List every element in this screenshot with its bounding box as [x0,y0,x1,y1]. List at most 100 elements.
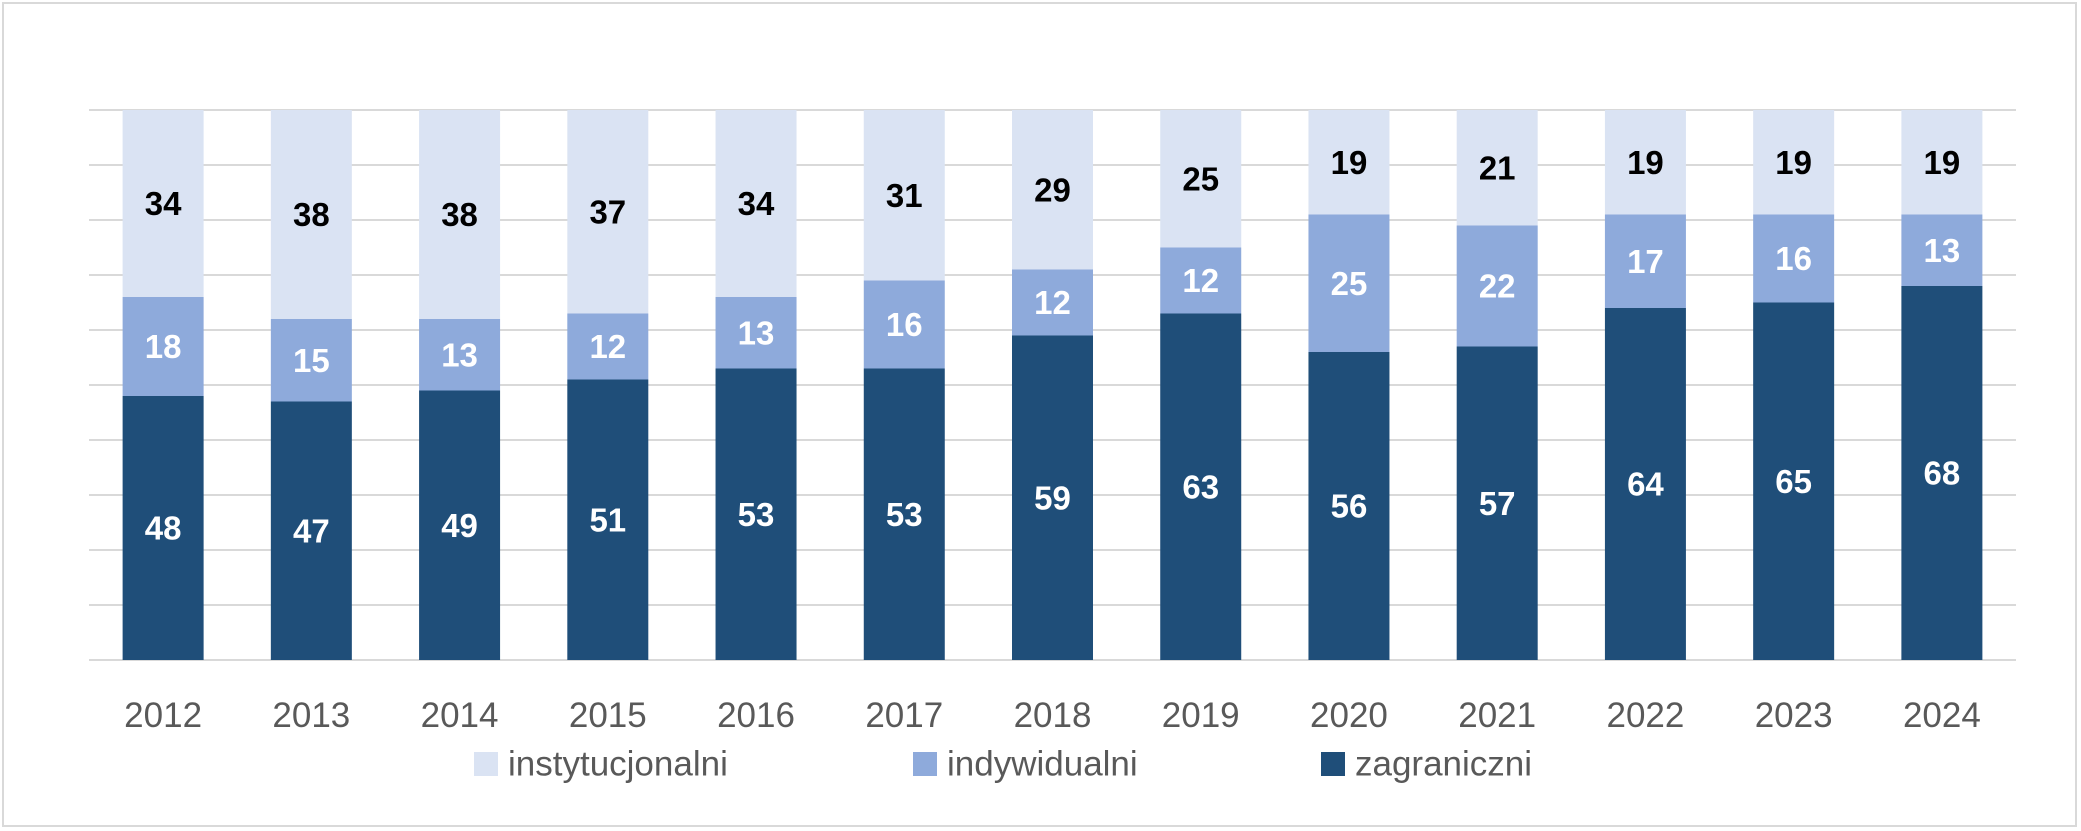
bar-indywidualni-2023 [1753,214,1835,303]
bar-indywidualni-2014 [419,319,501,391]
data-label-instytucjonalni-2022: 19 [1627,144,1664,181]
bar-indywidualni-2024 [1901,214,1983,286]
bar-zagraniczni-2016 [715,368,797,660]
data-label-instytucjonalni-2018: 29 [1034,171,1071,208]
bar-instytucjonalni-2013 [270,110,352,319]
bar-instytucjonalni-2022 [1604,110,1686,215]
bar-instytucjonalni-2021 [1456,110,1538,226]
bar-indywidualni-2013 [270,319,352,402]
bar-zagraniczni-2023 [1753,302,1835,660]
x-tick-label-2020: 2020 [1310,696,1388,735]
data-label-instytucjonalni-2016: 34 [738,185,775,222]
data-label-indywidualni-2022: 17 [1627,243,1664,280]
data-label-indywidualni-2024: 13 [1924,232,1961,269]
data-label-indywidualni-2021: 22 [1479,268,1516,305]
bar-zagraniczni-2015 [567,379,649,660]
data-label-instytucjonalni-2017: 31 [886,177,923,214]
x-tick-label-2016: 2016 [717,696,795,735]
x-tick-label-2024: 2024 [1903,696,1981,735]
bar-instytucjonalni-2023 [1753,110,1835,215]
legend-swatch-indywidualni [913,752,937,776]
bar-zagraniczni-2014 [419,390,501,660]
data-label-indywidualni-2018: 12 [1034,284,1071,321]
data-label-instytucjonalni-2015: 37 [589,193,626,230]
bar-zagraniczni-2012 [122,396,204,660]
bar-instytucjonalni-2017 [863,110,945,281]
bar-indywidualni-2021 [1456,225,1538,347]
stacked-bar-chart: 48 18 34 47 15 38 49 13 38 51 12 37 53 13 34 53 16 31 59 12… [89,109,2016,784]
bar-instytucjonalni-2016 [715,110,797,297]
bar-zagraniczni-2013 [270,401,352,660]
x-tick-label-2017: 2017 [865,696,943,735]
x-tick-label-2013: 2013 [272,696,350,735]
data-label-indywidualni-2020: 25 [1331,265,1368,302]
legend-label-zagraniczni: zagraniczni [1355,745,1532,784]
data-label-zagraniczni-2020: 56 [1331,488,1368,525]
data-label-zagraniczni-2014: 49 [441,507,478,544]
bar-indywidualni-2017 [863,280,945,369]
data-label-instytucjonalni-2012: 34 [145,185,182,222]
bar-instytucjonalni-2020 [1308,110,1390,215]
x-tick-labels: 2012 2013 2014 2015 2016 2017 2018 2019 2020 2021… [124,696,1981,735]
data-label-instytucjonalni-2014: 38 [441,196,478,233]
bar-indywidualni-2022 [1604,214,1686,308]
x-tick-label-2014: 2014 [421,696,499,735]
data-label-indywidualni-2015: 12 [589,328,626,365]
data-label-zagraniczni-2012: 48 [145,510,182,547]
data-label-indywidualni-2016: 13 [738,314,775,351]
bar-instytucjonalni-2019 [1160,110,1242,248]
bar-instytucjonalni-2018 [1012,110,1093,270]
bar-indywidualni-2018 [1012,269,1093,336]
data-label-zagraniczni-2018: 59 [1034,479,1071,516]
data-label-indywidualni-2023: 16 [1775,240,1812,277]
x-tick-label-2018: 2018 [1014,696,1092,735]
data-label-instytucjonalni-2024: 19 [1924,144,1961,181]
data-label-indywidualni-2019: 12 [1182,262,1219,299]
data-label-zagraniczni-2022: 64 [1627,466,1664,503]
data-label-zagraniczni-2016: 53 [738,496,775,533]
data-label-indywidualni-2012: 18 [145,328,182,365]
data-label-indywidualni-2013: 15 [293,342,330,379]
data-label-zagraniczni-2023: 65 [1775,463,1812,500]
data-label-zagraniczni-2021: 57 [1479,485,1516,522]
data-label-zagraniczni-2013: 47 [293,512,330,549]
bar-zagraniczni-2019 [1160,313,1242,660]
data-label-zagraniczni-2015: 51 [589,501,626,538]
bar-segments [122,110,1983,660]
bar-zagraniczni-2017 [863,368,945,660]
bar-instytucjonalni-2014 [419,110,501,319]
x-tick-label-2023: 2023 [1755,696,1833,735]
x-tick-label-2022: 2022 [1606,696,1684,735]
data-labels: 48 18 34 47 15 38 49 13 38 51 12 37 53 13 34 53 16 31 59 12… [145,144,1960,550]
bar-indywidualni-2012 [122,297,204,396]
data-label-instytucjonalni-2023: 19 [1775,144,1812,181]
legend-swatch-zagraniczni [1321,752,1345,776]
data-label-instytucjonalni-2020: 19 [1331,144,1368,181]
x-tick-label-2021: 2021 [1458,696,1536,735]
bar-zagraniczni-2022 [1604,308,1686,660]
x-tick-label-2015: 2015 [569,696,647,735]
x-tick-label-2012: 2012 [124,696,202,735]
bar-indywidualni-2015 [567,313,649,380]
bar-zagraniczni-2024 [1901,286,1983,660]
data-label-instytucjonalni-2013: 38 [293,196,330,233]
x-tick-label-2019: 2019 [1162,696,1240,735]
data-label-zagraniczni-2017: 53 [886,496,923,533]
bar-instytucjonalni-2012 [122,110,204,297]
bar-zagraniczni-2020 [1308,352,1390,660]
data-label-instytucjonalni-2019: 25 [1182,160,1219,197]
legend-label-indywidualni: indywidualni [947,745,1138,784]
bar-instytucjonalni-2024 [1901,110,1983,215]
legend-label-instytucjonalni: instytucjonalni [508,745,728,784]
data-label-zagraniczni-2024: 68 [1924,455,1961,492]
bar-indywidualni-2020 [1308,214,1390,352]
bar-zagraniczni-2021 [1456,346,1538,660]
legend-swatch-instytucjonalni [474,752,498,776]
bar-instytucjonalni-2015 [567,110,649,314]
data-label-indywidualni-2014: 13 [441,336,478,373]
data-label-indywidualni-2017: 16 [886,306,923,343]
bar-indywidualni-2019 [1160,247,1242,314]
legend: instytucjonalni indywidualni zagraniczni [474,745,1532,784]
bar-zagraniczni-2018 [1012,335,1093,660]
